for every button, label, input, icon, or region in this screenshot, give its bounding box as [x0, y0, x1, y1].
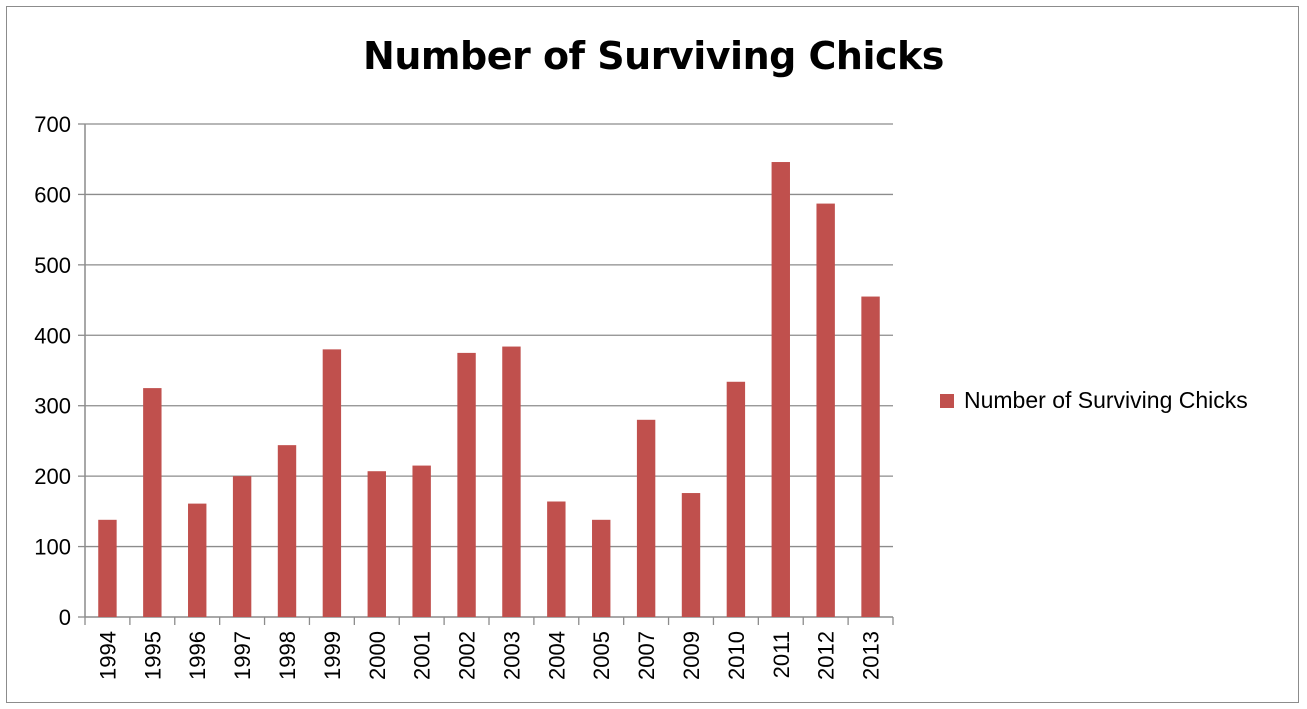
legend: Number of Surviving Chicks — [940, 387, 1248, 414]
x-tick-label: 1996 — [185, 631, 210, 680]
y-tick-label: 700 — [34, 112, 71, 137]
x-tick-label: 2009 — [679, 631, 704, 680]
x-tick-label: 2007 — [634, 631, 659, 680]
y-tick-label: 200 — [34, 464, 71, 489]
legend-label: Number of Surviving Chicks — [964, 387, 1248, 413]
bar — [636, 419, 656, 617]
bar — [681, 493, 701, 617]
bar — [322, 349, 342, 617]
x-tick-label: 1995 — [140, 631, 165, 680]
y-tick-label: 600 — [34, 182, 71, 207]
x-tick-label: 2005 — [589, 631, 614, 680]
bar — [771, 162, 790, 617]
bar — [457, 352, 476, 617]
chart-title: Number of Surviving Chicks — [363, 34, 944, 78]
x-tick-label: 2011 — [769, 631, 794, 678]
bar — [143, 388, 162, 617]
x-tick-label: 2013 — [859, 631, 884, 680]
bar — [816, 203, 835, 617]
legend-swatch — [940, 393, 954, 408]
x-tick-label: 2000 — [365, 631, 390, 680]
x-tick-label: 2003 — [499, 631, 524, 680]
y-tick-label: 500 — [34, 253, 71, 278]
bar — [726, 381, 746, 617]
x-tick-label: 2002 — [455, 631, 480, 680]
bar — [502, 346, 521, 617]
bar — [277, 445, 297, 617]
y-tick-label: 0 — [59, 605, 71, 630]
x-tick-label: 2004 — [544, 631, 569, 680]
x-tick-label: 2010 — [724, 631, 749, 680]
bar — [188, 503, 207, 617]
bar — [547, 501, 566, 617]
y-tick-label: 400 — [34, 323, 71, 348]
x-tick-label: 2001 — [410, 631, 435, 680]
bar — [98, 519, 117, 617]
bar — [592, 519, 611, 617]
x-tick-label: 1994 — [95, 631, 120, 680]
bar — [861, 296, 880, 617]
x-tick-label: 1999 — [320, 631, 345, 680]
y-tick-label: 100 — [34, 535, 71, 560]
x-tick-label: 2012 — [814, 631, 839, 680]
x-tick-label: 1998 — [275, 631, 300, 680]
bar — [232, 476, 252, 617]
bar — [367, 471, 386, 617]
y-tick-label: 300 — [34, 394, 71, 419]
x-tick-label: 1997 — [230, 631, 255, 680]
bar — [412, 465, 431, 617]
